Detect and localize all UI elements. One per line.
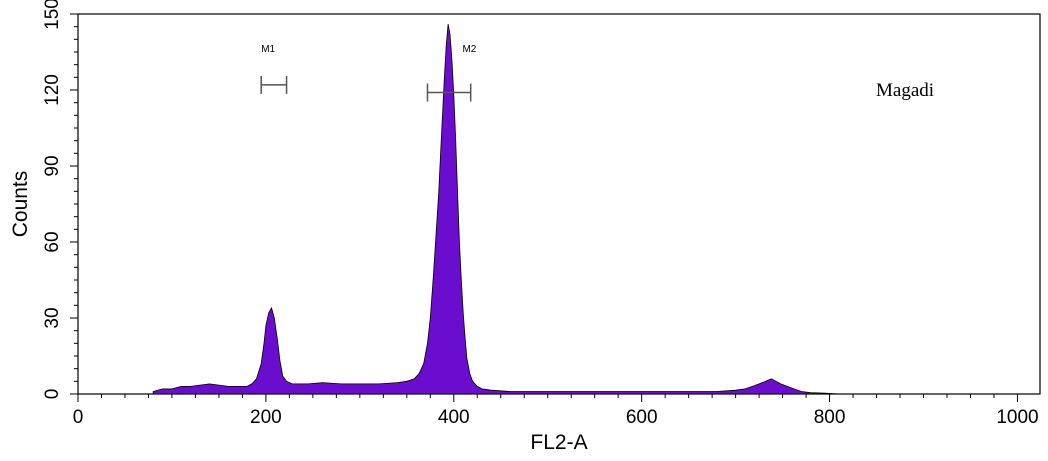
x-tick-label: 400 xyxy=(438,407,470,428)
y-axis-title: Counts xyxy=(9,171,32,238)
y-tick-label: 150 xyxy=(42,0,63,30)
x-axis-title: FL2-A xyxy=(530,431,587,454)
gate-markers: M1 M2 xyxy=(260,44,477,102)
marker-label: M2 xyxy=(462,44,476,55)
marker-m1: M1 xyxy=(260,44,288,94)
x-tick-label: 600 xyxy=(626,407,658,428)
y-tick-label: 60 xyxy=(42,231,63,252)
y-tick-label: 30 xyxy=(42,307,63,328)
x-tick-label: 0 xyxy=(73,407,84,428)
x-axis: 0 200 400 600 800 1000 xyxy=(73,394,1039,428)
marker-label: M1 xyxy=(261,44,275,55)
y-axis: 0 30 60 90 120 150 xyxy=(42,0,78,399)
plot-frame xyxy=(77,13,1041,395)
y-tick-label: 90 xyxy=(42,155,63,176)
x-tick-label: 200 xyxy=(250,407,282,428)
sample-annotation: Magadi xyxy=(876,80,934,101)
y-tick-label: 0 xyxy=(42,389,63,400)
plot-area xyxy=(77,13,1041,395)
y-tick-label: 120 xyxy=(42,74,63,106)
marker-m2: M2 xyxy=(426,44,477,102)
x-tick-label: 800 xyxy=(814,407,846,428)
histogram-area xyxy=(152,24,840,395)
x-tick-label: 1000 xyxy=(996,407,1038,428)
